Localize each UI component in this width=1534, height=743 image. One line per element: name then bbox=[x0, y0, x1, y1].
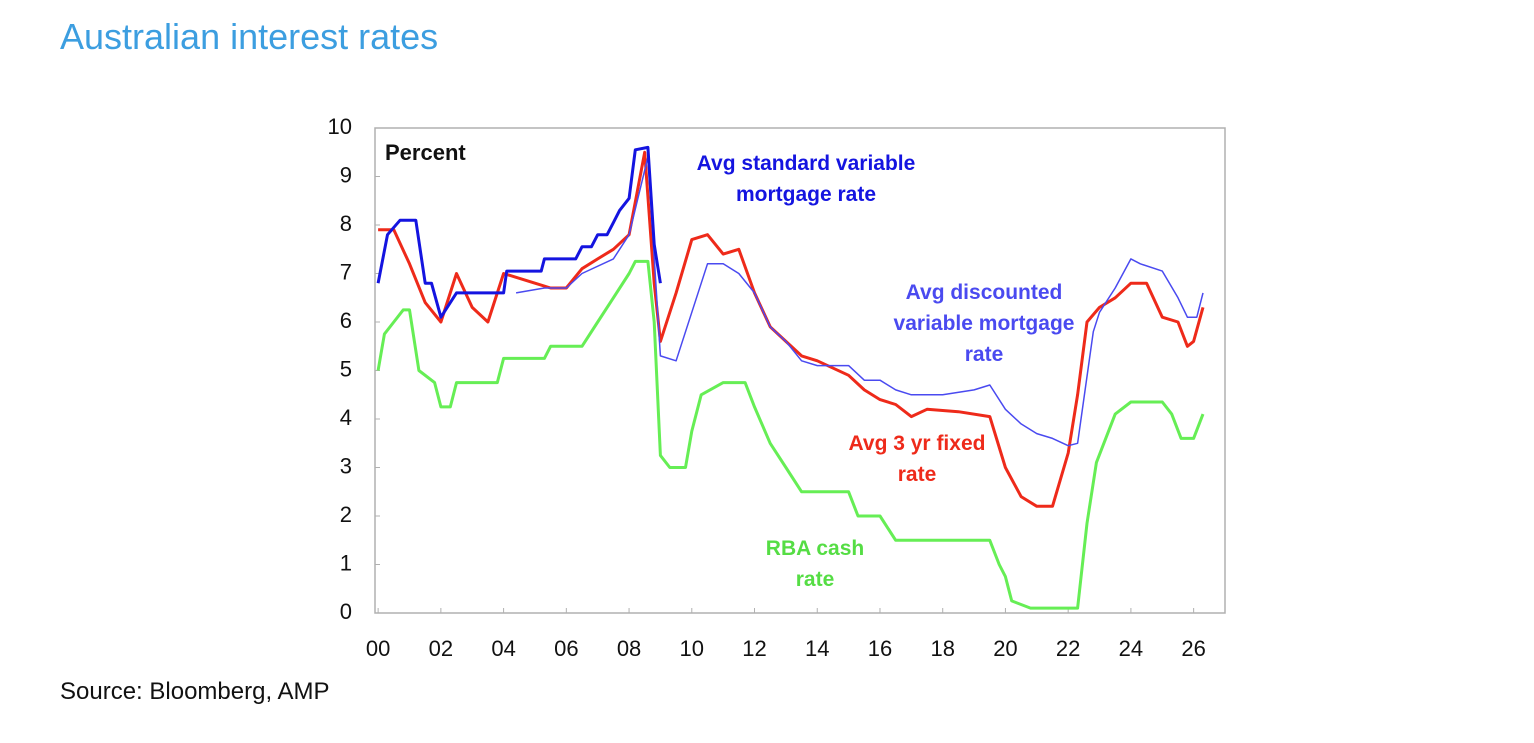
y-tick-label: 0 bbox=[340, 599, 352, 624]
x-tick-label: 12 bbox=[742, 636, 766, 661]
series-label: Avg standard variable mortgage rate bbox=[696, 152, 916, 206]
series-label: Avg discounted variable mortgage rate bbox=[893, 281, 1075, 366]
x-tick-label: 06 bbox=[554, 636, 578, 661]
x-tick-label: 18 bbox=[930, 636, 954, 661]
y-tick-label: 9 bbox=[340, 162, 352, 187]
x-tick-label: 26 bbox=[1181, 636, 1205, 661]
source-note: Source: Bloomberg, AMP bbox=[60, 678, 330, 705]
x-tick-label: 24 bbox=[1119, 636, 1143, 661]
y-axis-label: Percent bbox=[385, 140, 466, 165]
y-tick-label: 4 bbox=[340, 405, 352, 430]
y-tick-label: 2 bbox=[340, 502, 352, 527]
y-tick-label: 3 bbox=[340, 453, 352, 478]
x-tick-label: 02 bbox=[429, 636, 453, 661]
y-tick-label: 1 bbox=[340, 550, 352, 575]
x-tick-label: 10 bbox=[680, 636, 704, 661]
x-tick-label: 14 bbox=[805, 636, 829, 661]
x-tick-label: 16 bbox=[868, 636, 892, 661]
x-tick-label: 20 bbox=[993, 636, 1017, 661]
x-tick-label: 00 bbox=[366, 636, 390, 661]
y-tick-label: 5 bbox=[340, 356, 352, 381]
series-line bbox=[376, 259, 1205, 610]
y-tick-label: 7 bbox=[340, 259, 352, 284]
x-tick-label: 04 bbox=[491, 636, 515, 661]
series-label: Avg 3 yr fixed rate bbox=[848, 432, 986, 486]
x-tick-label: 08 bbox=[617, 636, 641, 661]
plot-frame bbox=[374, 127, 1226, 614]
x-tick-label: 22 bbox=[1056, 636, 1080, 661]
series-line bbox=[376, 145, 662, 319]
series-line bbox=[515, 156, 1204, 447]
y-tick-label: 8 bbox=[340, 211, 352, 236]
y-tick-label: 10 bbox=[328, 114, 352, 139]
page-title: Australian interest rates bbox=[60, 16, 439, 57]
series-label: RBA cash rate bbox=[765, 537, 865, 591]
y-tick-label: 6 bbox=[340, 308, 352, 333]
